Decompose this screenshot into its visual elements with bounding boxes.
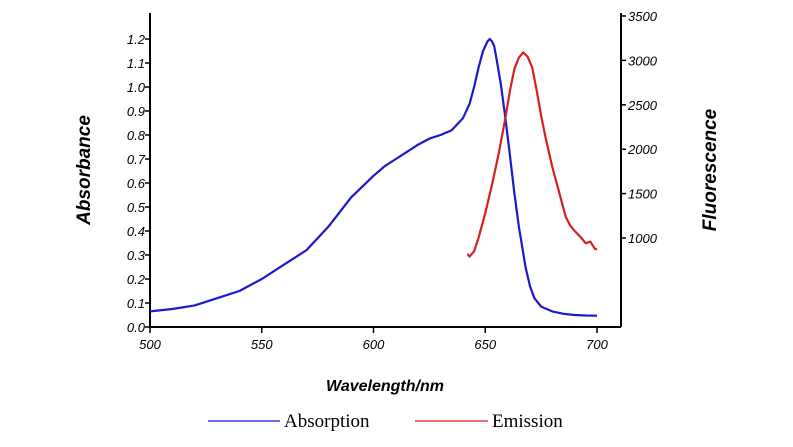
y-right-tick-label: 2000 — [627, 142, 658, 157]
x-axis-ticks: 500 550 600 650 700 — [139, 327, 609, 352]
x-axis-title: Wavelength/nm — [326, 378, 444, 395]
y-left-tick-label: 1.0 — [127, 80, 146, 95]
y-left-tick-label: 0.1 — [127, 296, 145, 311]
x-tick-label: 550 — [251, 337, 273, 352]
y-right-tick-label: 2500 — [627, 98, 658, 113]
y-left-tick-label: 1.2 — [127, 32, 146, 47]
y-left-tick-label: 0.2 — [127, 272, 146, 287]
y-axis-left-title: Absorbance — [74, 115, 95, 226]
y-left-tick-label: 1.1 — [127, 56, 145, 71]
x-tick-label: 600 — [363, 337, 385, 352]
y-axis-right-title: Fluorescence — [700, 108, 721, 231]
y-left-tick-label: 0.6 — [127, 176, 146, 191]
y-right-tick-label: 3500 — [628, 9, 658, 24]
legend-absorption-label: Absorption — [284, 411, 370, 432]
y-left-tick-label: 0.9 — [127, 104, 145, 119]
y-left-tick-label: 0.4 — [127, 224, 145, 239]
series-line-emission — [466, 51, 598, 258]
y-right-tick-label: 1000 — [628, 231, 658, 246]
legend: Absorption Emission — [208, 411, 563, 432]
y-right-tick-label: 3000 — [628, 53, 658, 68]
x-tick-label: 650 — [474, 337, 496, 352]
y-left-tick-label: 0.0 — [127, 320, 146, 335]
x-tick-label: 700 — [586, 337, 608, 352]
y-right-tick-label: 1500 — [628, 187, 658, 202]
series-line-absorption — [149, 37, 598, 317]
series-group — [149, 37, 598, 317]
y-left-tick-label: 0.3 — [127, 248, 146, 263]
x-tick-label: 500 — [139, 337, 161, 352]
legend-emission-label: Emission — [492, 411, 563, 432]
y-axis-left-ticks: 0.0 0.1 0.2 0.3 0.4 0.5 0.6 0.7 0.8 0.9 1.0 1.1 1.2 — [127, 32, 150, 335]
y-left-tick-label: 0.5 — [127, 200, 146, 215]
y-left-tick-label: 0.8 — [127, 128, 146, 143]
y-axis-right-ticks: 1000 1500 2000 2500 3000 3500 — [621, 9, 658, 246]
y-left-tick-label: 0.7 — [127, 152, 146, 167]
